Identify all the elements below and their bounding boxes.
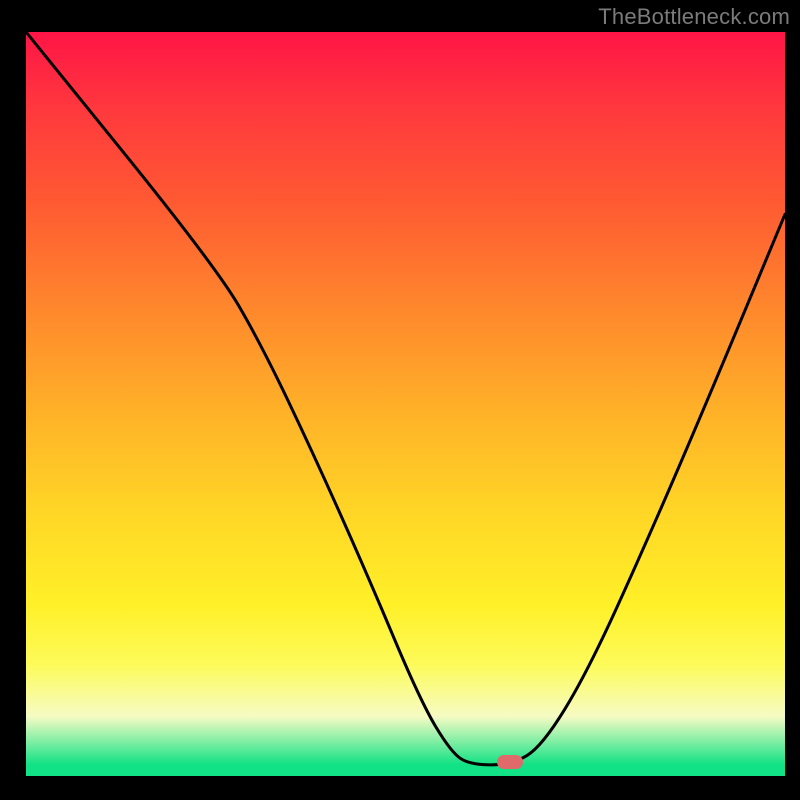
watermark-text: TheBottleneck.com <box>598 4 790 30</box>
bottleneck-curve <box>26 32 785 776</box>
plot-area <box>26 32 785 776</box>
optimum-marker <box>497 755 523 769</box>
chart-frame: TheBottleneck.com <box>0 0 800 800</box>
